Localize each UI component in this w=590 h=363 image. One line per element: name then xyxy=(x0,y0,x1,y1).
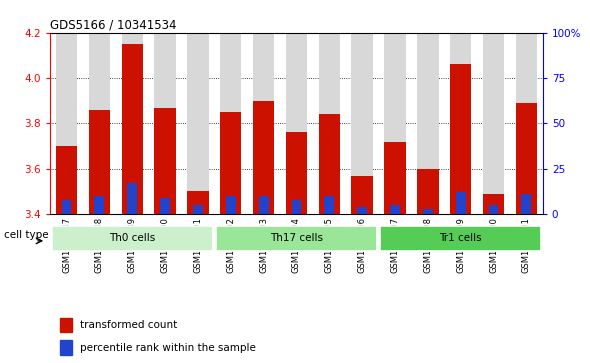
Bar xyxy=(61,200,71,214)
Bar xyxy=(352,33,373,214)
Bar xyxy=(380,227,541,251)
Bar xyxy=(60,340,73,355)
Bar xyxy=(390,205,400,214)
Bar xyxy=(423,209,433,214)
Text: Tr1 cells: Tr1 cells xyxy=(440,233,482,243)
Bar xyxy=(88,110,110,214)
Bar xyxy=(352,176,373,214)
Bar xyxy=(122,33,143,214)
Bar xyxy=(450,33,471,214)
Bar xyxy=(417,169,438,214)
Bar xyxy=(220,112,241,214)
Bar xyxy=(522,194,532,214)
Bar xyxy=(324,196,335,214)
Bar xyxy=(253,101,274,214)
Bar xyxy=(226,196,236,214)
Bar xyxy=(56,33,77,214)
Bar xyxy=(52,227,213,251)
Bar xyxy=(417,33,438,214)
Bar xyxy=(187,33,209,214)
Bar xyxy=(60,318,73,332)
Bar xyxy=(160,198,170,214)
Bar xyxy=(94,196,104,214)
Text: Th0 cells: Th0 cells xyxy=(109,233,155,243)
Bar xyxy=(319,114,340,214)
Text: percentile rank within the sample: percentile rank within the sample xyxy=(80,343,255,352)
Bar xyxy=(88,33,110,214)
Text: GDS5166 / 10341534: GDS5166 / 10341534 xyxy=(50,19,176,32)
Bar xyxy=(516,33,537,214)
Bar xyxy=(516,103,537,214)
Bar xyxy=(489,205,499,214)
Bar xyxy=(193,205,203,214)
Bar xyxy=(319,33,340,214)
Text: cell type: cell type xyxy=(4,231,48,240)
Bar xyxy=(187,191,209,214)
Text: transformed count: transformed count xyxy=(80,320,177,330)
Bar xyxy=(286,33,307,214)
Bar xyxy=(455,192,466,214)
Bar xyxy=(483,33,504,214)
Bar xyxy=(291,200,301,214)
Bar xyxy=(450,65,471,214)
Bar xyxy=(216,227,377,251)
Bar xyxy=(384,142,406,214)
Bar xyxy=(384,33,406,214)
Bar xyxy=(258,196,268,214)
Bar xyxy=(56,146,77,214)
Bar xyxy=(357,207,367,214)
Bar xyxy=(220,33,241,214)
Bar xyxy=(286,132,307,214)
Bar xyxy=(155,107,176,214)
Bar xyxy=(155,33,176,214)
Bar xyxy=(483,194,504,214)
Bar xyxy=(253,33,274,214)
Bar xyxy=(122,44,143,214)
Text: Th17 cells: Th17 cells xyxy=(270,233,323,243)
Bar xyxy=(127,183,137,214)
